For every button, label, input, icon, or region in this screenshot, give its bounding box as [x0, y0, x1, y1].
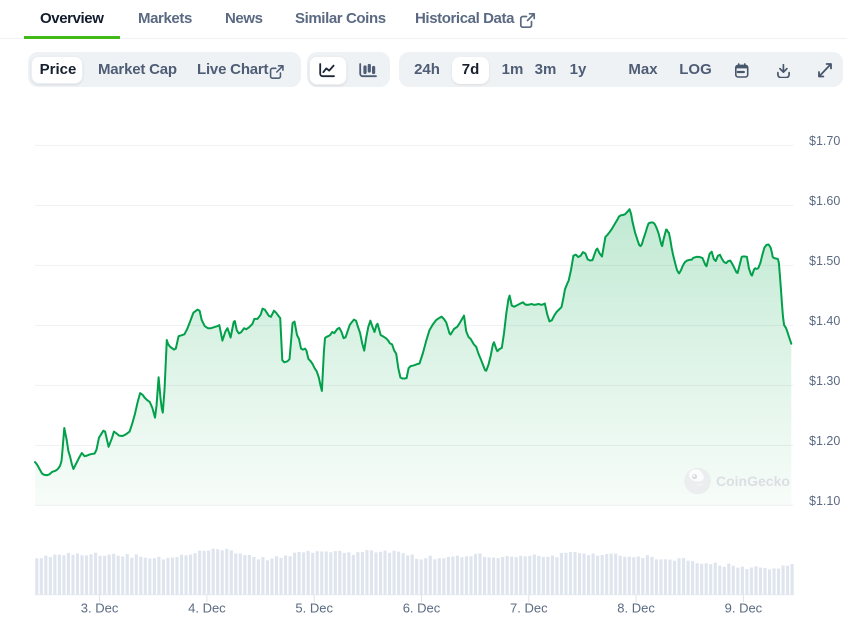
svg-text:6. Dec: 6. Dec — [403, 601, 441, 616]
svg-text:$1.70: $1.70 — [809, 134, 840, 148]
svg-text:$1.40: $1.40 — [809, 314, 840, 328]
svg-text:7. Dec: 7. Dec — [510, 601, 548, 616]
svg-text:CoinGecko: CoinGecko — [716, 473, 790, 489]
svg-text:$1.10: $1.10 — [809, 494, 840, 508]
svg-text:5. Dec: 5. Dec — [295, 601, 333, 616]
svg-text:9. Dec: 9. Dec — [725, 601, 763, 616]
svg-text:$1.50: $1.50 — [809, 254, 840, 268]
svg-text:4. Dec: 4. Dec — [188, 601, 226, 616]
svg-text:$1.20: $1.20 — [809, 434, 840, 448]
svg-text:3. Dec: 3. Dec — [81, 601, 119, 616]
svg-text:8. Dec: 8. Dec — [617, 601, 655, 616]
svg-text:$1.30: $1.30 — [809, 374, 840, 388]
svg-text:$1.60: $1.60 — [809, 194, 840, 208]
